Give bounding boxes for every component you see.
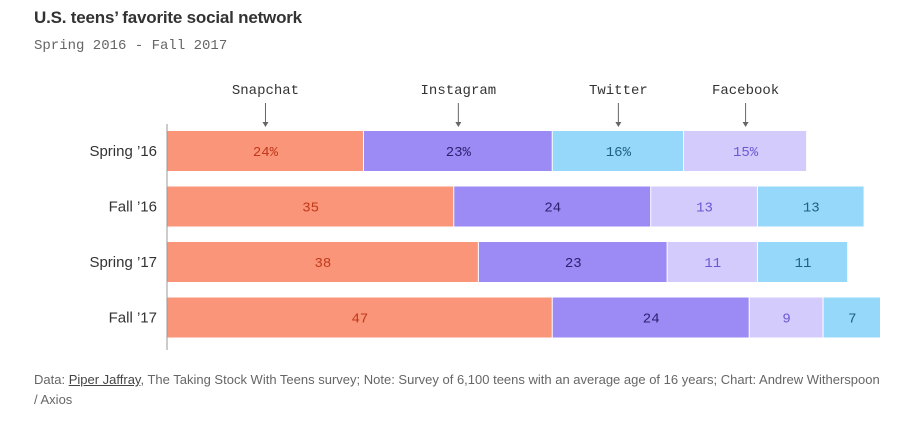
legend-label-facebook: Facebook	[712, 83, 779, 99]
bar-segment-twitter	[757, 242, 848, 282]
data-label-facebook: 9	[782, 312, 790, 328]
bar-segment-instagram	[363, 131, 552, 171]
bar-segment-facebook	[684, 131, 807, 171]
footer-prefix: Data:	[34, 372, 69, 387]
footer-text: , The Taking Stock With Teens survey; No…	[34, 372, 880, 407]
data-label-instagram: 24	[544, 201, 561, 217]
bar-segment-facebook	[667, 242, 757, 282]
bar-segment-snapchat	[167, 131, 363, 171]
legend-label-twitter: Twitter	[589, 83, 648, 99]
source-link[interactable]: Piper Jaffray	[68, 372, 141, 387]
bar-segment-twitter	[757, 186, 864, 227]
chart-subtitle: Spring 2016 - Fall 2017	[34, 38, 228, 54]
data-label-facebook: 15%	[733, 145, 759, 161]
legend-arrow-head-instagram	[455, 122, 462, 127]
category-label: Fall ’17	[109, 310, 157, 327]
data-label-snapchat: 47	[351, 312, 368, 328]
data-label-instagram: 24	[643, 312, 660, 328]
chart-title: U.S. teens’ favorite social network	[34, 8, 302, 27]
data-label-instagram: 23%	[446, 145, 472, 161]
bar-segment-snapchat	[167, 242, 478, 282]
bar-segment-facebook	[749, 297, 823, 338]
category-label: Spring ’17	[89, 254, 157, 271]
category-label: Spring ’16	[89, 143, 157, 160]
legend-arrow-head-snapchat	[262, 122, 269, 127]
bar-segment-twitter	[823, 297, 880, 338]
data-label-snapchat: 24%	[253, 145, 279, 161]
data-label-snapchat: 38	[315, 256, 332, 272]
bar-segment-facebook	[651, 186, 757, 227]
data-label-twitter: 13	[803, 201, 820, 217]
legend-label-snapchat: Snapchat	[232, 83, 299, 99]
bar-segment-instagram	[454, 186, 651, 227]
data-label-twitter: 16%	[606, 145, 632, 161]
data-label-facebook: 13	[696, 201, 713, 217]
bar-segment-twitter	[552, 131, 684, 171]
legend-arrow-head-facebook	[742, 122, 749, 127]
data-label-instagram: 23	[565, 256, 582, 272]
data-label-snapchat: 35	[302, 201, 319, 217]
data-label-twitter: 7	[848, 312, 856, 328]
bar-segment-instagram	[478, 242, 667, 282]
legend-label-instagram: Instagram	[421, 83, 497, 99]
bar-segment-snapchat	[167, 297, 552, 338]
bar-segment-snapchat	[167, 186, 454, 227]
category-label: Fall ’16	[109, 199, 157, 216]
bar-segment-instagram	[552, 297, 749, 338]
data-label-twitter: 11	[795, 256, 812, 272]
chart-footer: Data: Piper Jaffray, The Taking Stock Wi…	[34, 370, 884, 410]
legend-arrow-head-twitter	[615, 122, 622, 127]
data-label-facebook: 11	[704, 256, 721, 272]
